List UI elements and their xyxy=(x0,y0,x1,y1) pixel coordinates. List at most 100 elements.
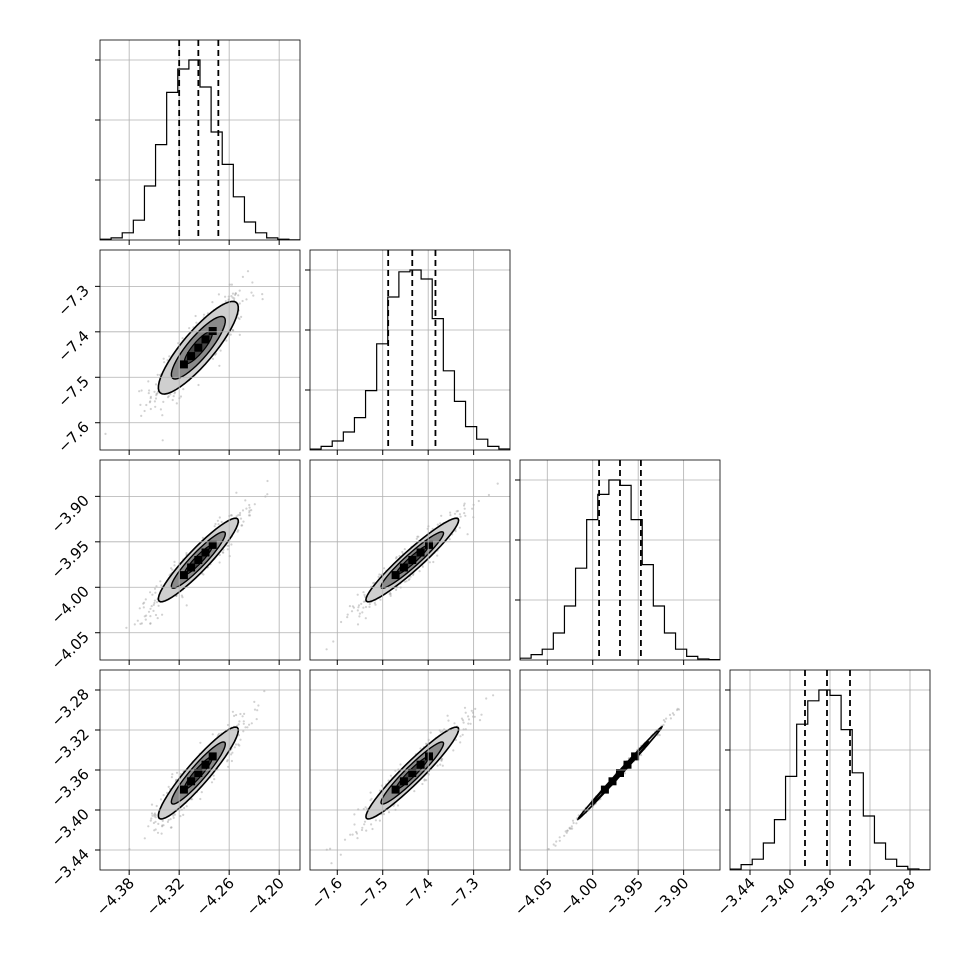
y-tick-label-p3: −3.44 xyxy=(48,845,93,890)
scatter-point xyxy=(181,596,184,599)
scatter-point xyxy=(153,599,156,602)
scatter-point xyxy=(238,302,241,305)
scatter-point xyxy=(194,314,197,318)
scatter-point xyxy=(508,663,510,665)
scatter-point xyxy=(355,830,358,834)
scatter-point xyxy=(237,734,240,737)
scatter-point xyxy=(188,327,191,330)
scatter-point xyxy=(474,707,477,711)
y-tick-label-p1: −7.5 xyxy=(54,372,92,410)
scatter-point xyxy=(148,401,151,404)
scatter-point xyxy=(389,594,392,598)
scatter-point xyxy=(241,509,245,512)
scatter-point xyxy=(175,778,178,781)
scatter-point xyxy=(362,600,365,603)
scatter-point xyxy=(233,297,236,300)
scatter-point xyxy=(251,281,254,284)
scatter-point xyxy=(464,514,467,517)
scatter-point xyxy=(248,723,251,726)
scatter-point xyxy=(145,614,148,617)
y-tick-label-p3: −3.32 xyxy=(48,725,93,770)
scatter-point xyxy=(154,613,158,617)
scatter-point xyxy=(246,726,249,729)
scatter-point xyxy=(325,648,328,651)
scatter-point xyxy=(439,730,442,734)
scatter-point xyxy=(487,493,490,497)
y-tick-label-p3: −3.28 xyxy=(48,685,93,730)
scatter-point xyxy=(374,819,377,822)
scatter-point xyxy=(396,804,400,807)
scatter-point xyxy=(436,554,439,557)
scatter-point xyxy=(221,551,224,554)
scatter-point xyxy=(149,407,152,411)
scatter-point xyxy=(408,577,411,581)
scatter-point xyxy=(226,723,230,727)
scatter-point xyxy=(558,839,561,842)
scatter-point xyxy=(463,502,466,505)
scatter-point xyxy=(440,759,443,762)
scatter-point xyxy=(461,733,464,736)
panel-frame xyxy=(519,669,721,871)
scatter-point xyxy=(394,557,398,560)
scatter-point xyxy=(363,823,366,826)
scatter-point xyxy=(569,827,572,830)
scatter-point xyxy=(211,301,214,304)
density-core xyxy=(187,777,196,786)
scatter-point xyxy=(153,815,156,818)
scatter-point xyxy=(358,615,361,618)
scatter-point xyxy=(428,561,431,564)
scatter-point xyxy=(233,714,236,718)
scatter-point xyxy=(332,640,335,643)
scatter-point xyxy=(572,821,575,825)
scatter-point xyxy=(153,829,156,832)
scatter-point xyxy=(197,383,200,387)
scatter-point xyxy=(239,517,243,520)
scatter-point xyxy=(159,798,163,801)
scatter-point xyxy=(169,818,172,821)
scatter-point xyxy=(142,606,145,609)
scatter-point xyxy=(181,337,184,340)
scatter-point xyxy=(154,816,157,819)
scatter-point xyxy=(161,613,164,616)
scatter-point xyxy=(161,439,164,442)
scatter-point xyxy=(454,530,457,533)
scatter-point xyxy=(154,591,157,594)
density-panel-p0-p1 xyxy=(104,270,264,442)
scatter-point xyxy=(173,392,176,395)
scatter-point xyxy=(230,514,233,517)
scatter-point xyxy=(152,821,155,825)
scatter-point xyxy=(159,580,162,583)
scatter-point xyxy=(152,603,155,607)
density-core xyxy=(416,760,425,769)
scatter-point xyxy=(160,584,163,587)
scatter-point xyxy=(236,530,239,533)
scatter-point xyxy=(469,722,472,725)
scatter-point xyxy=(358,612,361,615)
scatter-point xyxy=(227,765,230,768)
scatter-point xyxy=(663,720,667,723)
scatter-point xyxy=(148,389,151,392)
scatter-point xyxy=(349,833,352,836)
scatter-point xyxy=(463,511,466,515)
density-core xyxy=(187,352,196,361)
scatter-point xyxy=(366,807,369,810)
scatter-point xyxy=(466,533,469,536)
scatter-point xyxy=(392,804,395,807)
scatter-point xyxy=(162,400,165,403)
x-tick-label-p2: −3.90 xyxy=(647,874,692,919)
scatter-point xyxy=(237,529,240,532)
scatter-point xyxy=(350,610,354,613)
scatter-point xyxy=(459,735,462,738)
scatter-point xyxy=(161,819,164,823)
scatter-point xyxy=(458,513,461,516)
scatter-point xyxy=(563,834,566,837)
scatter-point xyxy=(447,719,450,722)
density-panel-p0-p2 xyxy=(125,479,269,629)
scatter-point xyxy=(139,622,142,626)
scatter-point xyxy=(202,573,205,576)
scatter-point xyxy=(237,514,240,517)
scatter-point xyxy=(378,819,381,822)
scatter-point xyxy=(462,721,465,724)
scatter-point xyxy=(166,791,169,795)
scatter-point xyxy=(348,605,351,608)
